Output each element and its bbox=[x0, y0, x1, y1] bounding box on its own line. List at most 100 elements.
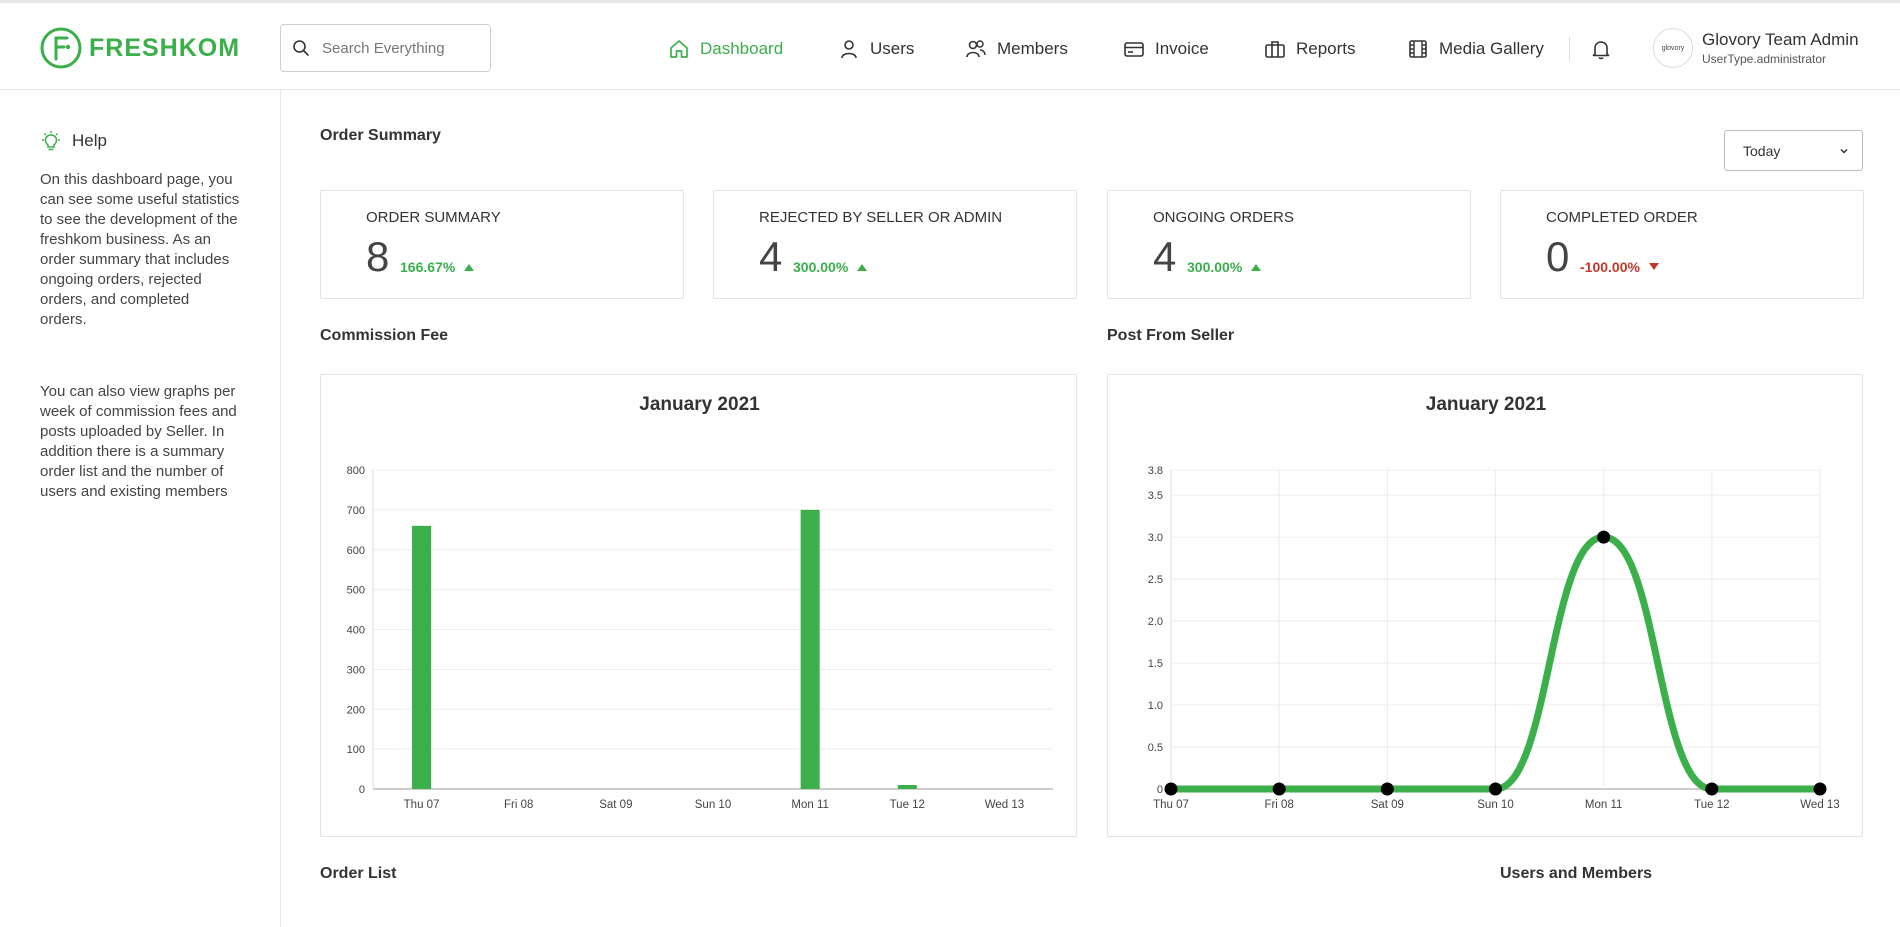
y-tick-label: 100 bbox=[347, 744, 365, 756]
stat-label: REJECTED BY SELLER OR ADMIN bbox=[759, 209, 1003, 226]
stat-value: 0 bbox=[1546, 233, 1570, 280]
stat-change-value: -100.00% bbox=[1580, 259, 1640, 275]
stat-change: 166.67% bbox=[400, 259, 475, 275]
bar bbox=[897, 785, 917, 789]
nav-media-gallery-label: Media Gallery bbox=[1439, 39, 1544, 58]
data-point bbox=[1272, 782, 1286, 796]
post-from-seller-chart-card: January 2021 0 0.5 1.0 1.5 2.0 2.5 3.0 3.5 3.8 Thu… bbox=[1107, 374, 1863, 837]
nav-divider bbox=[1569, 37, 1570, 61]
brand-logo[interactable]: FRESHKOM bbox=[39, 25, 240, 71]
y-tick-label: 600 bbox=[347, 545, 365, 557]
stat-change: -100.00% bbox=[1580, 259, 1660, 275]
period-select[interactable]: Today bbox=[1724, 130, 1863, 171]
notification-bell-icon[interactable] bbox=[1589, 37, 1613, 61]
stat-label: COMPLETED ORDER bbox=[1546, 209, 1698, 226]
freshkom-logo-icon bbox=[40, 27, 82, 69]
y-tick-label: 1.5 bbox=[1148, 658, 1163, 670]
nav-members-label: Members bbox=[997, 39, 1068, 58]
nav-invoice[interactable]: Invoice bbox=[1123, 29, 1209, 69]
commission-fee-chart-card: January 2021 0 100 200 300 400 500 600 700 800 Thu… bbox=[320, 374, 1077, 837]
x-tick-label: Mon 11 bbox=[791, 799, 829, 811]
card-icon bbox=[1124, 42, 1144, 57]
y-tick-label: 2.5 bbox=[1148, 574, 1163, 586]
data-point bbox=[1705, 782, 1719, 796]
avatar[interactable]: glovory bbox=[1653, 28, 1693, 68]
series-line bbox=[1167, 533, 1824, 793]
y-tick-label: 0 bbox=[1157, 784, 1163, 796]
period-select-value: Today bbox=[1743, 142, 1781, 159]
search-box[interactable] bbox=[280, 24, 491, 72]
lightbulb-icon bbox=[42, 131, 60, 151]
stat-change: 300.00% bbox=[793, 259, 868, 275]
top-navigation-bar: FRESHKOM Dashboard Users Members bbox=[0, 0, 1900, 90]
brand-name: FRESHKOM bbox=[89, 33, 241, 62]
stat-value: 4 bbox=[1153, 233, 1177, 280]
nav-reports[interactable]: Reports bbox=[1264, 29, 1356, 69]
x-tick-label: Thu 07 bbox=[1153, 799, 1189, 811]
nav-dashboard[interactable]: Dashboard bbox=[668, 29, 783, 69]
stat-label: ONGOING ORDERS bbox=[1153, 209, 1294, 226]
user-type: UserType.administrator bbox=[1702, 52, 1827, 66]
nav-members[interactable]: Members bbox=[965, 29, 1068, 69]
stat-change-value: 166.67% bbox=[400, 259, 456, 275]
arrow-up-icon bbox=[1251, 264, 1262, 271]
stat-card-order-summary: ORDER SUMMARY 8 166.67% bbox=[320, 190, 684, 299]
help-heading: Help bbox=[40, 130, 107, 152]
chevron-down-icon bbox=[1840, 148, 1848, 154]
stat-card-completed: COMPLETED ORDER 0 -100.00% bbox=[1500, 190, 1864, 299]
nav-invoice-label: Invoice bbox=[1155, 39, 1209, 58]
y-tick-label: 500 bbox=[347, 585, 365, 597]
film-icon bbox=[1409, 40, 1427, 58]
user-icon bbox=[841, 40, 857, 59]
x-tick-label: Sat 09 bbox=[599, 799, 632, 811]
x-tick-label: Thu 07 bbox=[404, 799, 440, 811]
x-tick-label: Sun 10 bbox=[695, 799, 731, 811]
nav-users-label: Users bbox=[870, 39, 915, 58]
search-input[interactable] bbox=[322, 39, 482, 57]
data-point bbox=[1380, 782, 1394, 796]
search-icon bbox=[293, 40, 309, 56]
y-tick-label: 3.8 bbox=[1148, 465, 1163, 477]
nav-reports-label: Reports bbox=[1296, 39, 1356, 58]
y-tick-label: 700 bbox=[347, 505, 365, 517]
avatar-text: glovory bbox=[1661, 44, 1685, 52]
commission-fee-title: Commission Fee bbox=[320, 327, 449, 344]
bar bbox=[800, 509, 820, 789]
help-sidebar: Help On this dashboard page, you can see… bbox=[0, 90, 281, 927]
arrow-up-icon bbox=[857, 264, 868, 271]
y-tick-label: 2.0 bbox=[1148, 616, 1163, 628]
x-tick-label: Tue 12 bbox=[890, 799, 925, 811]
stat-change: 300.00% bbox=[1187, 259, 1262, 275]
data-point bbox=[1489, 782, 1502, 796]
nav-users[interactable]: Users bbox=[838, 29, 914, 69]
help-title: Help bbox=[72, 131, 107, 150]
y-tick-label: 400 bbox=[347, 625, 365, 637]
y-tick-label: 1.0 bbox=[1148, 700, 1163, 712]
y-tick-label: 800 bbox=[347, 465, 365, 477]
help-paragraph-1: On this dashboard page, you can see some… bbox=[40, 171, 240, 328]
data-point bbox=[1813, 782, 1827, 796]
stat-card-ongoing: ONGOING ORDERS 4 300.00% bbox=[1107, 190, 1471, 299]
chart-title: January 2021 bbox=[1426, 394, 1547, 415]
data-point bbox=[1597, 530, 1611, 544]
stat-value: 4 bbox=[759, 233, 783, 280]
x-tick-label: Wed 13 bbox=[1800, 799, 1839, 811]
x-tick-label: Tue 12 bbox=[1694, 799, 1729, 811]
arrow-down-icon bbox=[1648, 263, 1659, 270]
commission-fee-bar-chart: January 2021 0 100 200 300 400 500 600 700 800 Thu… bbox=[347, 394, 1053, 811]
y-tick-label: 3.5 bbox=[1148, 490, 1163, 502]
stat-change-value: 300.00% bbox=[1187, 259, 1243, 275]
x-tick-label: Fri 08 bbox=[504, 799, 533, 811]
stat-label: ORDER SUMMARY bbox=[366, 209, 501, 226]
y-tick-label: 0 bbox=[359, 784, 365, 796]
briefcase-icon bbox=[1265, 41, 1285, 58]
y-tick-label: 300 bbox=[347, 664, 365, 676]
nav-media-gallery[interactable]: Media Gallery bbox=[1407, 29, 1544, 69]
stat-change-value: 300.00% bbox=[793, 259, 849, 275]
bar bbox=[412, 525, 432, 789]
post-from-seller-title: Post From Seller bbox=[1107, 327, 1235, 344]
x-tick-label: Sun 10 bbox=[1477, 799, 1513, 811]
user-name[interactable]: Glovory Team Admin bbox=[1702, 30, 1859, 49]
chart-title: January 2021 bbox=[639, 394, 760, 415]
members-icon bbox=[966, 40, 986, 58]
